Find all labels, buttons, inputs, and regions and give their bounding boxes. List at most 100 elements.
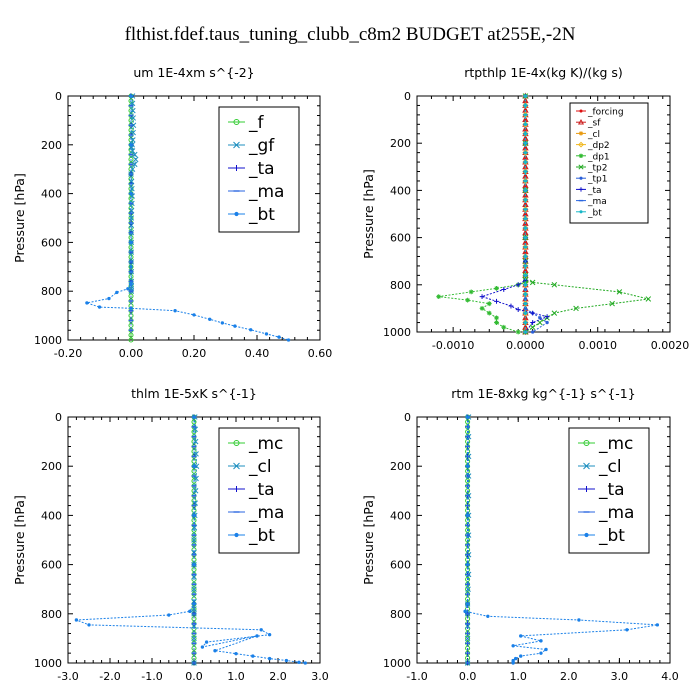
data-point (436, 294, 442, 299)
legend-label: _ta (587, 186, 602, 196)
y-tick-label: 200 (390, 137, 411, 150)
x-tick-label: 0.0000 (506, 339, 545, 352)
legend-label: _ma (587, 197, 607, 207)
legend-marker (578, 153, 584, 158)
legend-entry-ta: _ta (228, 159, 275, 179)
x-tick-label: 0.60 (308, 347, 333, 360)
data-point (233, 324, 237, 328)
y-tick-label: 200 (41, 139, 62, 152)
data-point (519, 654, 523, 658)
y-tick-label: 1000 (383, 326, 411, 339)
data-point (255, 634, 259, 638)
legend-entry-ta: _ta (228, 480, 275, 500)
data-point (129, 143, 133, 147)
data-point (191, 586, 197, 592)
data-point (523, 245, 528, 249)
legend-marker (579, 210, 583, 214)
legend-box (568, 427, 650, 554)
legend-entry-bt: _bt (578, 526, 625, 546)
data-point (523, 207, 528, 211)
legend-label: _cl (598, 457, 622, 477)
x-tick-label: 2.0 (269, 670, 287, 683)
data-point (522, 177, 529, 185)
x-tick-label: -1.0 (141, 670, 162, 683)
legend-entry-cl: _cl (576, 130, 600, 140)
y-tick-label: 800 (41, 285, 62, 298)
legend-marker (578, 141, 584, 148)
y-tick-label: 600 (390, 559, 411, 572)
y-tick-label: 1000 (34, 334, 62, 347)
legend: _mc _cl _ta _ma _bt (218, 427, 300, 554)
y-tick-label: 600 (390, 232, 411, 245)
legend-entry-cl: _cl (228, 457, 272, 477)
data-point (128, 195, 134, 202)
data-point (522, 149, 529, 156)
legend-label: _bt (587, 208, 602, 218)
data-point (128, 332, 134, 338)
x-tick-label: 0.0 (185, 670, 203, 683)
data-point (129, 185, 135, 192)
chart-panel-3: thlm 1E-5xK s^{-1} Pressure [hPa] 0 200 400 6… (12, 386, 329, 683)
legend-label: _mc (248, 434, 283, 454)
legend-marker (584, 532, 589, 538)
legend-marker (583, 486, 590, 492)
data-point (609, 300, 615, 307)
y-tick-label: 800 (41, 608, 62, 621)
plot-frame (416, 416, 671, 664)
data-point (463, 609, 467, 614)
data-point (130, 115, 136, 121)
data-point (130, 122, 137, 129)
legend: _f _gf _ta _ma _bt (218, 106, 300, 233)
legend-label: _ta (248, 480, 275, 500)
data-point (192, 313, 196, 317)
data-point (107, 296, 111, 301)
data-point (616, 289, 623, 295)
y-tick-label: 1000 (34, 657, 62, 670)
y-tick-label: 400 (41, 509, 62, 522)
panel-title: um 1E-4xm s^{-2} (133, 65, 254, 80)
legend-label: _gf (248, 136, 275, 156)
data-point (523, 297, 528, 301)
data-point (128, 222, 135, 229)
x-tick-label: 1.0 (509, 670, 527, 683)
data-point (523, 198, 528, 202)
legend-entry-tp1: _tp1 (576, 175, 607, 185)
data-point (192, 602, 196, 606)
legend-marker (579, 176, 583, 180)
legend-label: _dp2 (587, 141, 610, 151)
data-point (284, 658, 289, 663)
data-point (523, 94, 528, 98)
legend-entry-gf: _gf (228, 136, 275, 156)
data-point (130, 129, 136, 136)
legend: _forcing_sf_cl_dp2_dp1 _tp2_tp1_ta_ma_bt (569, 102, 649, 224)
x-tick-label: -0.20 (54, 347, 82, 360)
data-point (220, 321, 225, 325)
data-point (522, 121, 529, 128)
data-point (465, 562, 470, 567)
data-point (513, 656, 518, 661)
data-point (523, 283, 528, 287)
data-point (523, 292, 528, 296)
legend-label: _tp2 (587, 164, 607, 174)
data-point (529, 279, 536, 286)
data-point (97, 305, 102, 309)
y-tick-label: 0 (404, 90, 411, 103)
legend-label: _bt (248, 526, 275, 546)
legend-label: _tp1 (587, 175, 607, 185)
data-point (523, 132, 528, 136)
data-point (132, 156, 139, 163)
legend-entry-sf: _sf (576, 119, 601, 129)
data-point (494, 315, 499, 321)
data-point (573, 305, 579, 312)
legend-label: _ma (248, 182, 284, 202)
plot-frame (416, 95, 671, 333)
data-point (577, 618, 581, 622)
data-point (515, 282, 521, 288)
data-point (465, 478, 471, 484)
data-point (523, 226, 528, 230)
data-point (191, 635, 197, 641)
y-tick-label: 600 (41, 236, 62, 249)
x-tick-label: -0.0010 (432, 339, 474, 352)
data-point (523, 254, 528, 259)
